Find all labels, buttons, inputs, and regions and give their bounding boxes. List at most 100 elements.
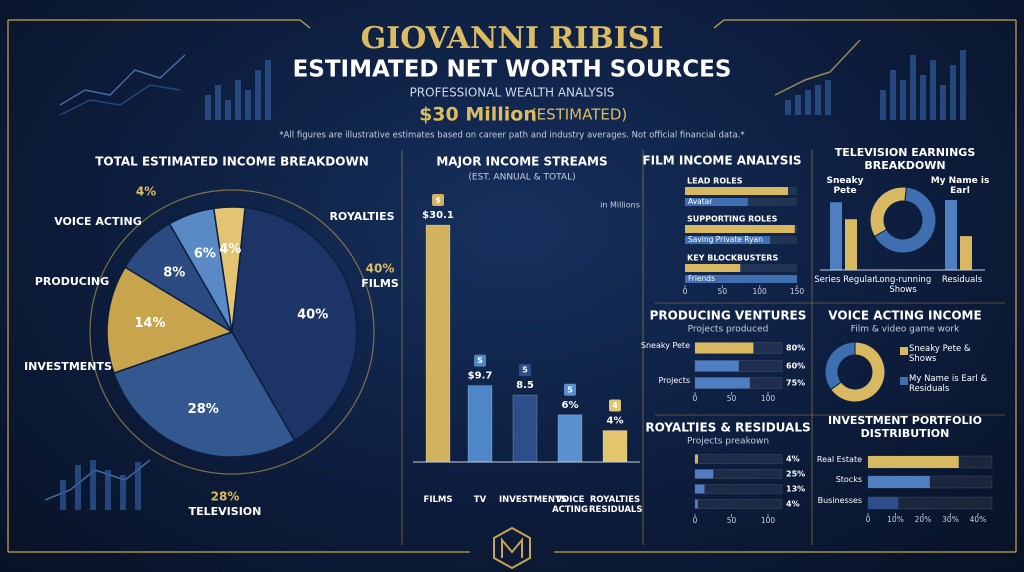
category-label: Sneaky Pete	[826, 176, 864, 197]
x-tick-label: 0	[866, 515, 871, 524]
category-label: VOICE ACTING	[552, 495, 588, 515]
value-label: 80%	[786, 344, 805, 353]
value-label: 13%	[786, 485, 805, 494]
panel-title: MAJOR INCOME STREAMS	[436, 155, 607, 169]
value-label: 60%	[786, 362, 805, 371]
value-label: $9.7	[468, 371, 493, 382]
bar	[685, 264, 741, 272]
category-label: SUPPORTING ROLES	[687, 215, 778, 224]
pie-slice	[106, 266, 234, 375]
bar	[425, 224, 451, 463]
pie-category-label: VOICE ACTING	[54, 215, 142, 228]
category-label: KEY BLOCKBUSTERS	[687, 254, 778, 263]
category-label: Real Estate	[816, 455, 862, 464]
panel-subtitle: Film & video game work	[851, 325, 960, 335]
donut-segment	[873, 186, 937, 254]
badge	[519, 364, 531, 377]
bar	[695, 454, 698, 464]
bar	[685, 275, 797, 283]
bar	[845, 219, 857, 270]
caption: Residuals	[941, 275, 983, 285]
bar-sublabel: Friends	[688, 274, 715, 283]
bar	[695, 377, 750, 389]
x-tick-label: 30%	[942, 515, 959, 524]
legend-swatch	[900, 377, 908, 385]
panel-title: TELEVISION EARNINGS BREAKDOWN	[834, 146, 976, 172]
x-tick-label: 50	[727, 516, 737, 525]
decorative-bars	[60, 50, 966, 510]
badge-label: 5	[567, 385, 573, 394]
bar	[868, 456, 959, 468]
badge	[474, 354, 486, 367]
category-label: My Name is Earl	[930, 176, 990, 197]
badge	[609, 399, 621, 412]
frame	[7, 19, 1017, 553]
panel-title: INVESTMENT PORTFOLIO DISTRIBUTION	[828, 414, 982, 440]
track	[694, 454, 783, 464]
bar	[557, 414, 583, 463]
bar	[695, 342, 754, 354]
value-label: 4%	[607, 416, 624, 427]
category-label: Projects	[658, 376, 690, 385]
disclaimer: *All figures are illustrative estimates …	[279, 131, 744, 141]
bar	[685, 187, 789, 195]
pie-category-label: INVESTMENTS	[24, 360, 112, 373]
category-label: Businesses	[817, 496, 862, 505]
x-tick-label: 0	[693, 394, 698, 403]
badge-label: S	[477, 356, 483, 365]
bar	[602, 430, 628, 463]
track	[685, 264, 797, 272]
x-tick-label: 20%	[915, 515, 932, 524]
panel-title: TOTAL ESTIMATED INCOME BREAKDOWN	[95, 155, 369, 169]
bar	[868, 497, 899, 509]
x-tick-label: 0	[683, 287, 688, 296]
bar	[695, 499, 698, 509]
value-label: 25%	[786, 470, 805, 479]
bar	[695, 360, 739, 372]
category-label: Sneaky Pete	[640, 341, 690, 350]
badge	[432, 194, 444, 206]
bar	[695, 469, 714, 479]
value-label: 6%	[562, 400, 579, 411]
slice-label: 8%	[163, 266, 185, 281]
category-label: LEAD ROLES	[687, 177, 743, 186]
tagline: PROFESSIONAL WEALTH ANALYSIS	[410, 86, 615, 100]
slice-label: 14%	[134, 316, 165, 331]
pie-category-label: PRODUCING	[35, 275, 109, 288]
value-label: $30.1	[422, 210, 454, 221]
unit-note: in Millions	[600, 201, 640, 210]
badge-label: $	[435, 196, 441, 205]
donut-segment	[869, 186, 907, 238]
panel-subtitle: (EST. ANNUAL & TOTAL)	[468, 173, 575, 183]
x-tick-label: 50	[727, 394, 737, 403]
slice-label: 4%	[219, 242, 241, 257]
caption: Long-running Shows	[874, 275, 932, 295]
category-label: FILMS	[423, 495, 453, 505]
panel-title: ROYALTIES & RESIDUALS	[645, 421, 810, 435]
category-label: TV	[473, 495, 487, 505]
category-label: INVESTMENTS	[499, 495, 567, 505]
x-tick-label: 50	[718, 287, 728, 296]
bar	[695, 484, 705, 494]
legend-label: Sneaky Pete & Shows	[909, 344, 971, 364]
badge	[564, 383, 576, 396]
bar	[945, 200, 957, 270]
panel-title: PRODUCING VENTURES	[650, 309, 807, 323]
x-tick-label: 150	[790, 287, 805, 296]
pie-category-label: ROYALTIES	[329, 210, 394, 223]
donut-segment	[824, 341, 856, 391]
slice-label: 6%	[194, 247, 216, 262]
x-tick-label: 10%	[887, 515, 904, 524]
bar	[830, 202, 842, 270]
donut-segment	[830, 341, 886, 403]
bar-sublabel: Avatar	[688, 197, 713, 206]
bar	[960, 236, 972, 270]
pie-value-label: 40%	[366, 262, 395, 276]
bar	[868, 476, 930, 488]
slice-label: 28%	[188, 402, 219, 417]
pie-value-label: 28%	[211, 490, 240, 504]
bar-sublabel: Saving Private Ryan	[688, 235, 763, 244]
subtitle: ESTIMATED NET WORTH SOURCES	[293, 57, 732, 83]
value-label: 4%	[786, 500, 800, 509]
